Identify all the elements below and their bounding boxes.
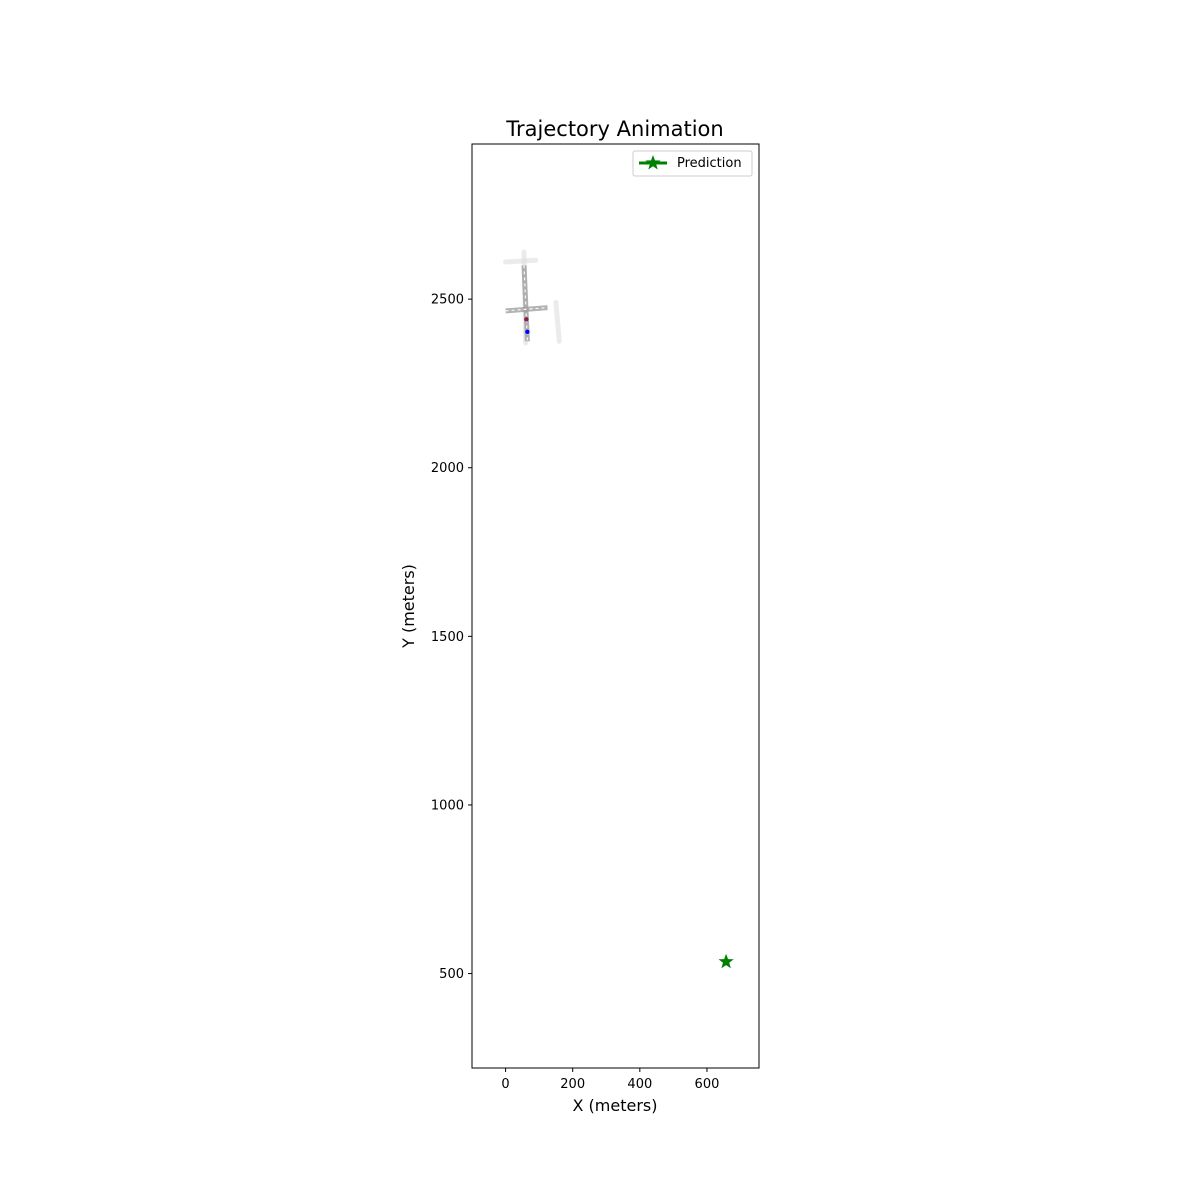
chart-title: Trajectory Animation <box>505 117 723 141</box>
legend-box <box>632 150 753 177</box>
axes-frame <box>471 143 760 1069</box>
x-tick-label-0: 0 <box>501 1077 509 1092</box>
trajectory-point-0 <box>524 317 529 322</box>
x-tick-label-200: 200 <box>560 1077 585 1092</box>
x-tick-label-600: 600 <box>695 1077 720 1092</box>
y-tick-label-500: 500 <box>439 967 464 982</box>
x-tick-label-400: 400 <box>627 1077 652 1092</box>
track-dash-4 <box>505 307 548 312</box>
y-tick-label-1500: 1500 <box>431 630 464 645</box>
plot-area <box>503 249 734 969</box>
road-segment-1 <box>503 257 539 265</box>
prediction-star-0 <box>718 953 734 969</box>
axis-ticks: 0 200 400 600 500 1000 1500 2000 2500 <box>431 293 719 1092</box>
legend: Prediction <box>632 150 753 177</box>
y-tick-label-2000: 2000 <box>431 461 464 476</box>
trajectory-point-1 <box>525 329 530 335</box>
y-tick-label-1000: 1000 <box>431 798 464 813</box>
legend-star-icon <box>645 155 661 170</box>
legend-label-prediction: Prediction <box>677 156 742 171</box>
y-axis-label: Y (meters) <box>399 564 418 649</box>
y-tick-label-2500: 2500 <box>431 293 464 308</box>
x-axis-label: X (meters) <box>573 1096 658 1115</box>
road-segment-2 <box>553 300 562 344</box>
track-dash-3 <box>523 265 528 342</box>
